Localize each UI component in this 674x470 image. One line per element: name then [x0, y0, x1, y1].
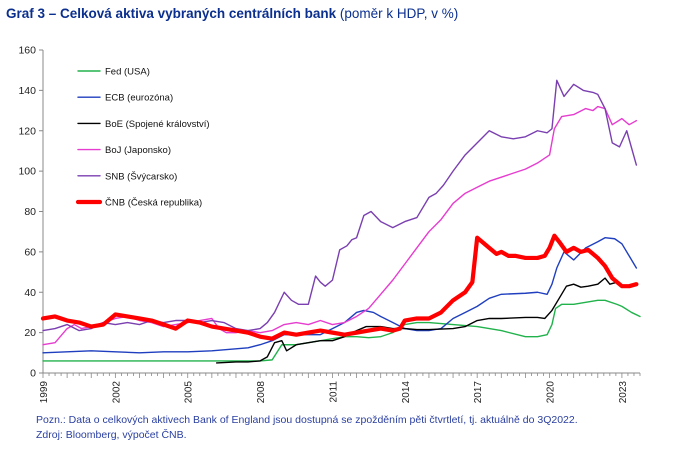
series-line-4 — [42, 105, 638, 346]
y-tick-label: 120 — [18, 125, 36, 137]
x-tick-label: 1999 — [39, 381, 50, 404]
x-tick-label: 2020 — [546, 381, 557, 404]
legend-label: BoJ (Japonsko) — [105, 145, 171, 156]
chart-notes: Pozn.: Data o celkových aktivech Bank of… — [36, 413, 636, 443]
y-tick-label: 160 — [18, 45, 36, 57]
source-text: Zdroj: Bloomberg, výpočet ČNB. — [36, 429, 187, 441]
y-tick-label: 40 — [24, 287, 36, 299]
series-line-6 — [40, 233, 639, 341]
legend-label: BoE (Spojené království) — [105, 119, 210, 130]
series-line-3 — [215, 277, 626, 364]
y-tick-label: 0 — [30, 368, 36, 380]
legend-label: SNB (Švýcarsko) — [105, 171, 177, 182]
chart-legend: Fed (USA) ECB (eurozóna) BoE (Spojené král… — [75, 67, 210, 209]
x-tick-label: 2014 — [401, 381, 412, 404]
chart-title-units: (poměr k HDP, v %) — [339, 6, 459, 21]
legend-label: Fed (USA) — [105, 67, 150, 78]
y-tick-label: 80 — [24, 206, 36, 218]
chart-axes: 0 20 40 60 80 100 120 140 160 1999 2002 2005 2008 201… — [18, 45, 641, 404]
x-tick-label: 2017 — [473, 381, 484, 404]
y-tick-label: 20 — [24, 327, 36, 339]
legend-label: ECB (eurozóna) — [105, 93, 173, 104]
x-tick-label: 2023 — [618, 381, 629, 404]
legend-label: ČNB (Česká republika) — [105, 198, 202, 209]
y-tick-label: 140 — [18, 85, 36, 97]
series-line-1 — [42, 299, 641, 362]
x-tick-label: 2008 — [256, 381, 267, 404]
chart-title: Graf 3 – Celková aktiva vybraných centrá… — [6, 6, 458, 21]
y-tick-label: 100 — [18, 166, 36, 178]
chart-title-main: Graf 3 – Celková aktiva vybraných centrá… — [6, 6, 337, 21]
x-tick-label: 2002 — [111, 381, 122, 404]
series-line-5 — [42, 79, 638, 332]
x-tick-label: 2011 — [328, 381, 339, 403]
y-tick-label: 60 — [24, 246, 36, 258]
x-tick-label: 2005 — [184, 381, 195, 404]
footnote-text: Pozn.: Data o celkových aktivech Bank of… — [36, 414, 578, 426]
chart-series — [40, 79, 641, 364]
